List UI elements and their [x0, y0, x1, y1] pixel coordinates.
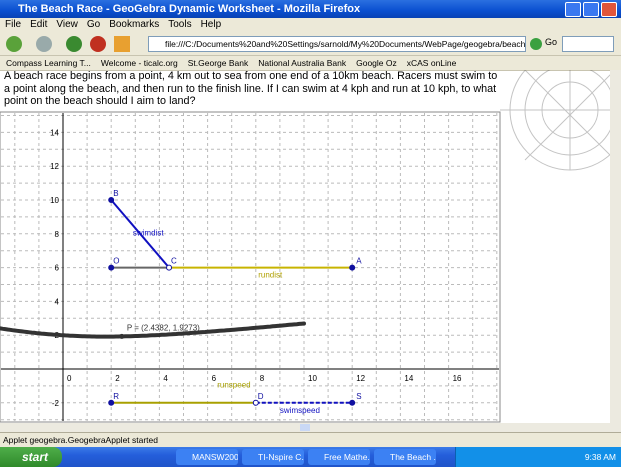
point[interactable] — [253, 400, 258, 405]
bookmark[interactable]: Welcome - ticalc.org — [101, 58, 178, 68]
bookmark[interactable]: Compass Learning T... — [6, 58, 91, 68]
menu-bar: File Edit View Go Bookmarks Tools Help — [0, 18, 621, 32]
segment-label: swimspeed — [280, 406, 320, 415]
point-label: B — [113, 189, 118, 198]
y-tick-label: 10 — [50, 196, 59, 205]
search-box[interactable] — [562, 36, 614, 52]
bookmark[interactable]: St.George Bank — [188, 58, 248, 68]
x-tick-label: 4 — [163, 374, 168, 383]
point-label: R — [113, 392, 119, 401]
forward-button[interactable] — [36, 36, 52, 52]
menu-item[interactable]: Edit — [30, 19, 47, 30]
stop-button[interactable] — [90, 36, 106, 52]
go-button[interactable]: Go — [545, 37, 557, 47]
close-button[interactable] — [601, 2, 617, 17]
maximize-button[interactable] — [583, 2, 599, 17]
point-label: D — [258, 392, 264, 401]
y-tick-label: 14 — [50, 128, 59, 137]
point-p-label: P = (2.4382, 1.9273) — [127, 323, 200, 332]
task-button[interactable]: Free Mathe... — [308, 449, 370, 465]
x-tick-label: 0 — [67, 374, 72, 383]
x-tick-label: 8 — [260, 374, 265, 383]
x-tick-label: 6 — [212, 374, 217, 383]
navigation-toolbar: file:///C:/Documents%20and%20Settings/sa… — [0, 32, 621, 56]
x-tick-label: 16 — [453, 374, 462, 383]
start-button[interactable]: start — [0, 447, 62, 467]
status-text: Applet geogebra.GeogebraApplet started — [3, 435, 158, 445]
task-button[interactable]: MANSW200... — [176, 449, 238, 465]
bookmarks-toolbar: Compass Learning T... Welcome - ticalc.or… — [0, 56, 621, 71]
bookmark[interactable]: National Australia Bank — [258, 58, 346, 68]
taskbar: start MANSW200...TI-Nspire C...Free Math… — [0, 447, 621, 467]
menu-item[interactable]: File — [5, 19, 21, 30]
x-tick-label: 12 — [356, 374, 365, 383]
segment-label: runspeed — [217, 381, 250, 390]
x-tick-label: 10 — [308, 374, 317, 383]
y-tick-label: 12 — [50, 162, 59, 171]
point[interactable] — [350, 400, 355, 405]
point[interactable] — [167, 265, 172, 270]
point[interactable] — [350, 265, 355, 270]
point[interactable] — [109, 198, 114, 203]
point[interactable] — [109, 265, 114, 270]
reload-button[interactable] — [66, 36, 82, 52]
page: {"window":{"title":"The Beach Race - Geo… — [0, 0, 621, 467]
go-icon[interactable] — [530, 38, 542, 50]
segment-label: rundist — [258, 271, 283, 280]
back-button[interactable] — [6, 36, 22, 52]
task-button[interactable]: The Beach ... — [374, 449, 436, 465]
y-tick-label: 4 — [55, 297, 60, 306]
bookmark[interactable]: xCAS onLine — [407, 58, 457, 68]
home-button[interactable] — [114, 36, 130, 52]
point-p[interactable] — [119, 334, 124, 339]
minimize-button[interactable] — [565, 2, 581, 17]
y-tick-label: -2 — [52, 399, 60, 408]
point-label: A — [356, 257, 362, 266]
horizontal-scrollbar[interactable] — [0, 423, 621, 432]
menu-item[interactable]: Help — [201, 19, 222, 30]
scroll-thumb[interactable] — [300, 424, 310, 431]
x-tick-label: 14 — [404, 374, 413, 383]
segment-label: swimdist — [133, 228, 164, 237]
title-bar: The Beach Race - GeoGebra Dynamic Worksh… — [0, 0, 621, 18]
menu-item[interactable]: Tools — [168, 19, 191, 30]
bookmark[interactable]: Google Oz — [356, 58, 397, 68]
system-tray: 9:38 AM — [455, 447, 621, 467]
menu-item[interactable]: Bookmarks — [109, 19, 159, 30]
y-tick-label: 6 — [55, 264, 60, 273]
task-button[interactable]: TI-Nspire C... — [242, 449, 304, 465]
vertical-scrollbar[interactable] — [610, 70, 621, 423]
status-bar: Applet geogebra.GeogebraApplet started — [0, 432, 621, 447]
window-title: The Beach Race - GeoGebra Dynamic Worksh… — [18, 3, 360, 15]
menu-item[interactable]: View — [56, 19, 78, 30]
clock: 9:38 AM — [585, 447, 616, 467]
point-label: C — [171, 257, 177, 266]
compass-image — [500, 70, 621, 170]
url-bar[interactable]: file:///C:/Documents%20and%20Settings/sa… — [148, 36, 526, 52]
point[interactable] — [109, 400, 114, 405]
x-tick-label: 2 — [115, 374, 120, 383]
menu-item[interactable]: Go — [87, 19, 100, 30]
point-label: O — [113, 257, 119, 266]
y-tick-label: 8 — [55, 230, 60, 239]
point-label: S — [356, 392, 361, 401]
